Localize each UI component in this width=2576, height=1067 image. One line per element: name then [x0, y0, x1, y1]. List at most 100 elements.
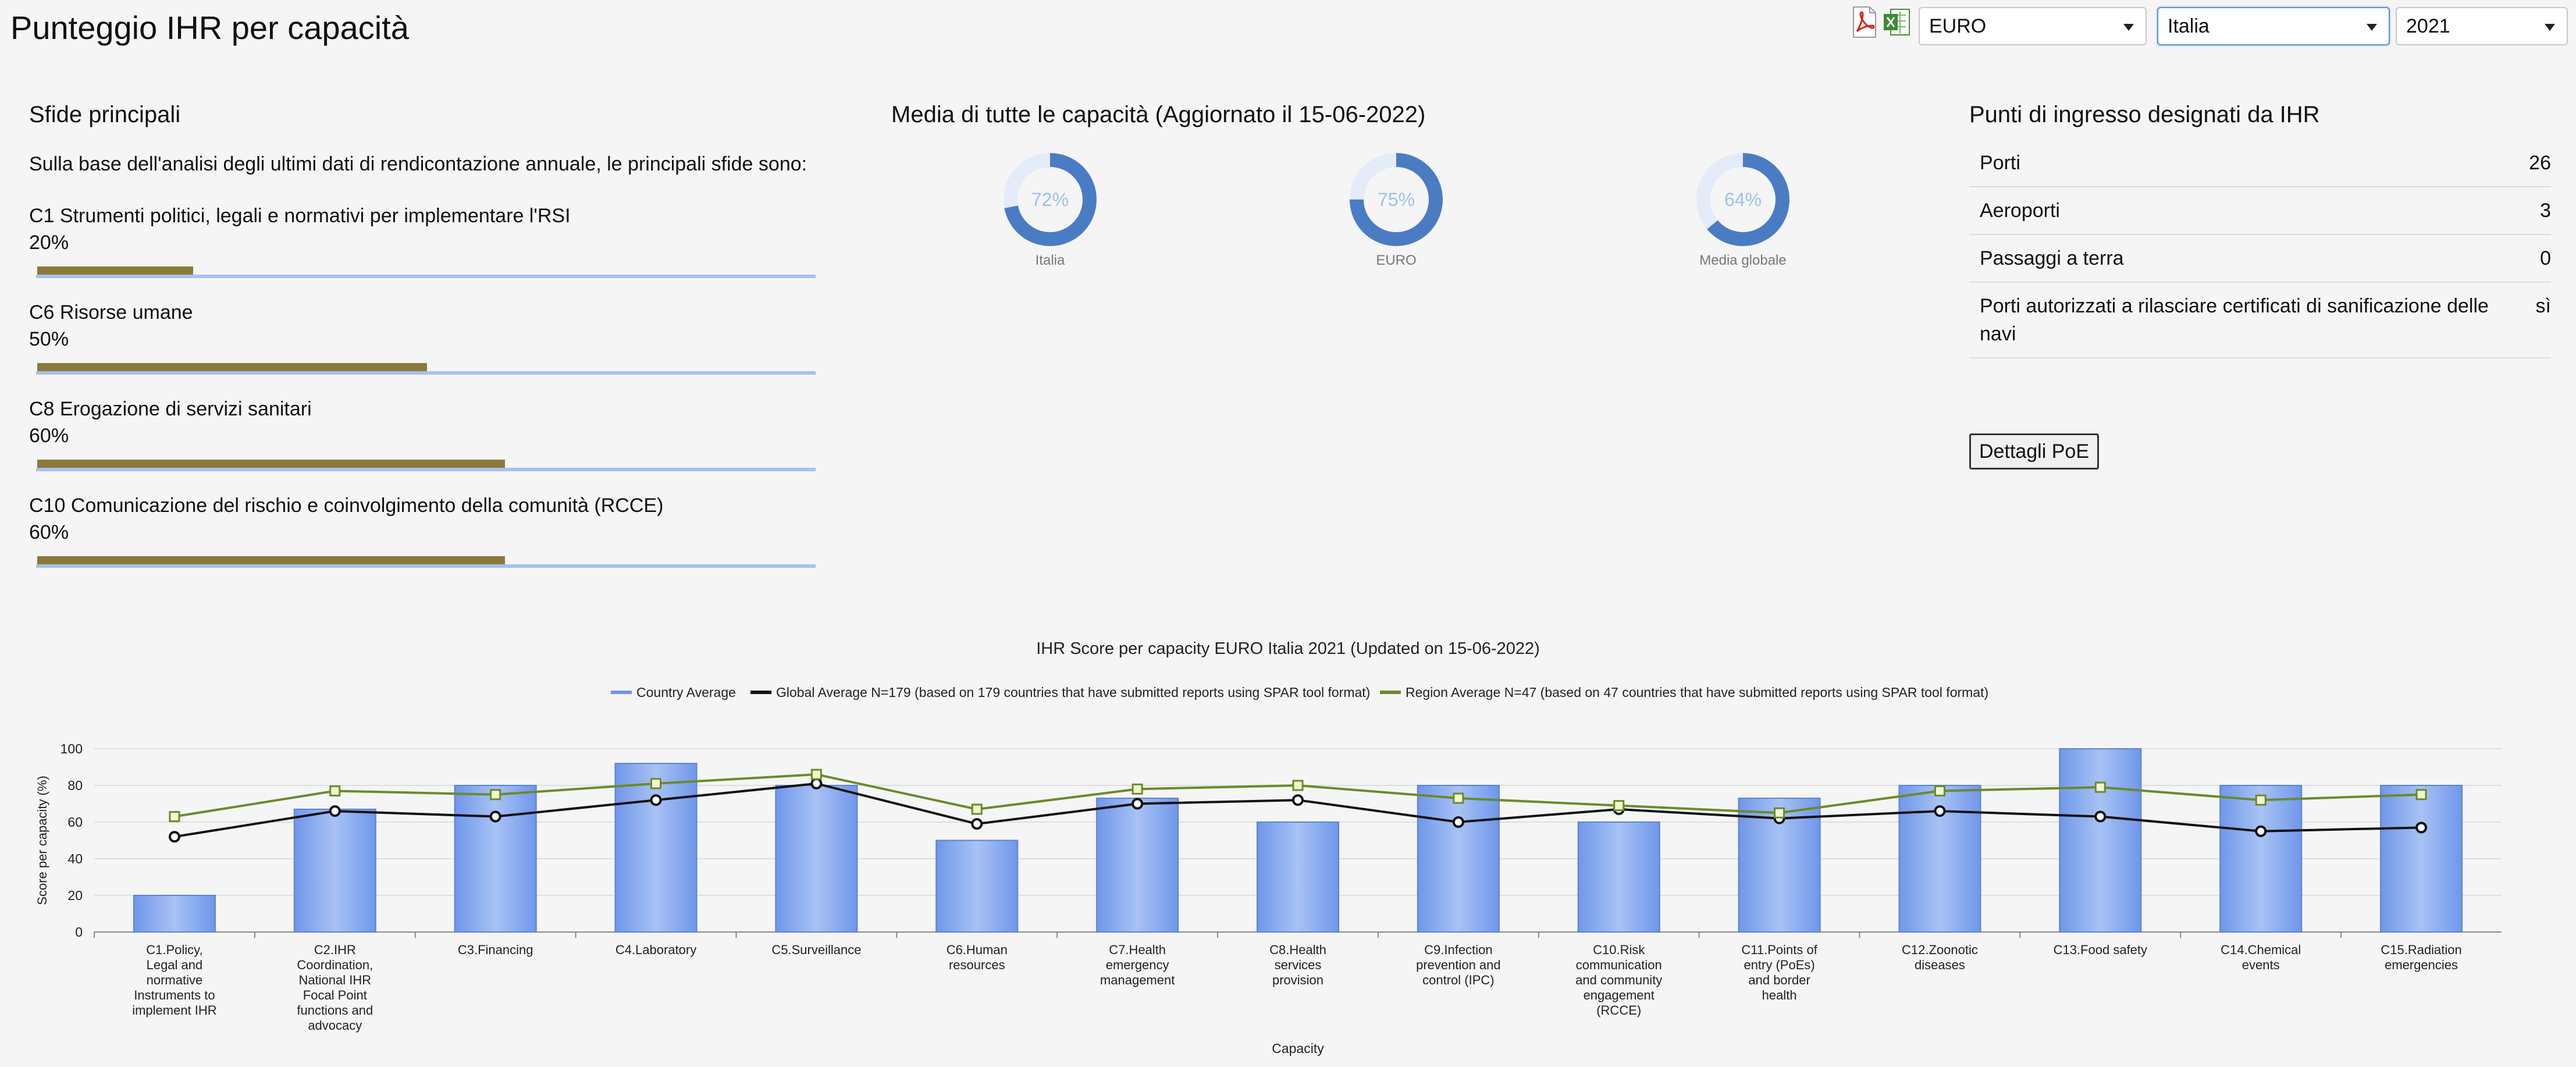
chart-title: IHR Score per capacity EURO Italia 2021 …	[1036, 639, 1540, 658]
bar	[2059, 748, 2142, 933]
donut-arc	[1696, 153, 1789, 246]
x-tick-label: C6.Human	[947, 942, 1008, 957]
region-point	[2255, 794, 2267, 806]
x-tick-label: management	[1100, 973, 1175, 987]
bar	[2219, 785, 2303, 933]
challenge-percent: 20%	[29, 232, 69, 254]
bar	[2380, 785, 2463, 933]
x-tick-label: C4.Laboratory	[615, 942, 696, 957]
donut-label: Media globale	[1699, 252, 1787, 268]
region-point	[1453, 792, 1464, 804]
country-select-value: Italia	[2168, 15, 2209, 37]
challenge-label: C1 Strumenti politici, legali e normativ…	[29, 205, 571, 227]
donut-chart: 64% Media globale	[1679, 150, 1807, 269]
challenge-percent: 60%	[29, 425, 69, 447]
challenge-progress-track	[36, 564, 816, 568]
x-tick-label: emergency	[1106, 958, 1169, 972]
challenge-progress-fill	[37, 266, 193, 275]
page-title: Punteggio IHR per capacità	[10, 9, 409, 46]
excel-icon[interactable]	[1883, 6, 1912, 38]
x-tick-label: events	[2242, 958, 2280, 972]
region-point	[2094, 781, 2106, 793]
x-tick-label: functions and	[297, 1003, 373, 1018]
region-point	[971, 803, 983, 815]
region-point	[2415, 789, 2427, 801]
x-tick-label: C2.IHR	[314, 942, 356, 957]
region-point	[1292, 780, 1304, 791]
region-select[interactable]: EURO	[1919, 7, 2147, 45]
donut-arc	[1350, 153, 1443, 246]
region-point	[169, 811, 180, 823]
x-tick-label: Coordination,	[297, 958, 373, 972]
x-tick-label: and community	[1575, 973, 1662, 987]
poe-row: Porti 26	[1969, 140, 2551, 187]
x-tick-label: C3.Financing	[458, 942, 533, 957]
challenge-percent: 60%	[29, 521, 69, 543]
global-point	[329, 805, 341, 817]
challenge-progress-fill	[37, 363, 427, 371]
chevron-down-icon	[2367, 24, 2377, 31]
y-tick-label: 20	[67, 888, 83, 903]
challenge-progress-fill	[37, 460, 505, 468]
challenges-intro: Sulla base dell'analisi degli ultimi dat…	[29, 153, 807, 175]
challenge-label: C10 Comunicazione del rischio e coinvolg…	[29, 495, 664, 517]
poe-row-value: 3	[2540, 200, 2551, 222]
x-tick-label: control (IPC)	[1422, 973, 1494, 987]
region-select-value: EURO	[1929, 15, 1987, 37]
global-point	[650, 794, 662, 806]
donut-label: Italia	[1035, 252, 1065, 268]
poe-row-label: Porti autorizzati a rilasciare certifica…	[1980, 295, 2489, 345]
x-tick-label: C5.Surveillance	[771, 942, 861, 957]
x-tick-label: entry (PoEs)	[1744, 958, 1814, 972]
global-point	[2415, 821, 2428, 834]
global-point	[1452, 816, 1464, 828]
poe-row: Aeroporti 3	[1969, 187, 2551, 235]
region-point	[810, 769, 822, 780]
y-tick-label: 40	[67, 851, 83, 866]
global-point	[810, 777, 823, 789]
x-tick-label: implement IHR	[132, 1003, 216, 1018]
global-point	[1292, 794, 1304, 806]
x-tick-label: (RCCE)	[1596, 1003, 1641, 1018]
x-tick-label: resources	[949, 958, 1005, 972]
poe-row-label: Aeroporti	[1980, 200, 2060, 222]
donut-chart: 72% Italia	[986, 150, 1114, 269]
x-tick-label: C10.Risk	[1593, 942, 1645, 957]
x-tick-label: National IHR	[298, 973, 371, 987]
bar	[614, 763, 698, 933]
challenge-percent: 50%	[29, 328, 69, 350]
region-point	[1934, 785, 1945, 796]
poe-row-label: Passaggi a terra	[1980, 247, 2124, 269]
challenge-item: C8 Erogazione di servizi sanitari 60%	[29, 396, 820, 471]
pdf-icon[interactable]	[1850, 6, 1879, 38]
x-tick-label: C8.Health	[1269, 942, 1326, 957]
x-tick-label: diseases	[1915, 958, 1965, 972]
challenge-label: C8 Erogazione di servizi sanitari	[29, 398, 312, 420]
year-select-value: 2021	[2406, 15, 2450, 37]
bar	[1257, 821, 1339, 933]
donut-chart: 75% EURO	[1332, 150, 1460, 269]
country-select[interactable]: Italia	[2157, 7, 2390, 45]
bar	[935, 840, 1019, 933]
x-tick-label: Instruments to	[134, 988, 215, 1002]
y-tick-label: 0	[75, 924, 83, 940]
x-tick-label: emergencies	[2385, 958, 2458, 972]
poe-row-value: 26	[2529, 152, 2551, 174]
global-point	[2255, 825, 2267, 837]
x-tick-label: Legal and	[147, 958, 203, 972]
year-select[interactable]: 2021	[2396, 7, 2568, 45]
ihr-score-chart: IHR Score per capacity EURO Italia 2021 …	[35, 639, 2502, 1056]
region-point	[490, 789, 501, 801]
global-point	[1934, 805, 1946, 817]
global-point	[1132, 798, 1144, 810]
x-tick-label: provision	[1272, 973, 1323, 987]
challenge-item: C1 Strumenti politici, legali e normativ…	[29, 202, 820, 278]
chevron-down-icon	[2123, 24, 2134, 31]
x-tick-label: engagement	[1584, 988, 1655, 1002]
poe-details-button[interactable]: Dettagli PoE	[1969, 433, 2099, 470]
x-tick-label: prevention and	[1416, 958, 1501, 972]
x-tick-label: C9.Infection	[1424, 942, 1492, 957]
poe-row: Passaggi a terra 0	[1969, 235, 2551, 283]
poe-title: Punti di ingresso designati da IHR	[1969, 102, 2320, 127]
donut-arc	[1004, 153, 1097, 246]
